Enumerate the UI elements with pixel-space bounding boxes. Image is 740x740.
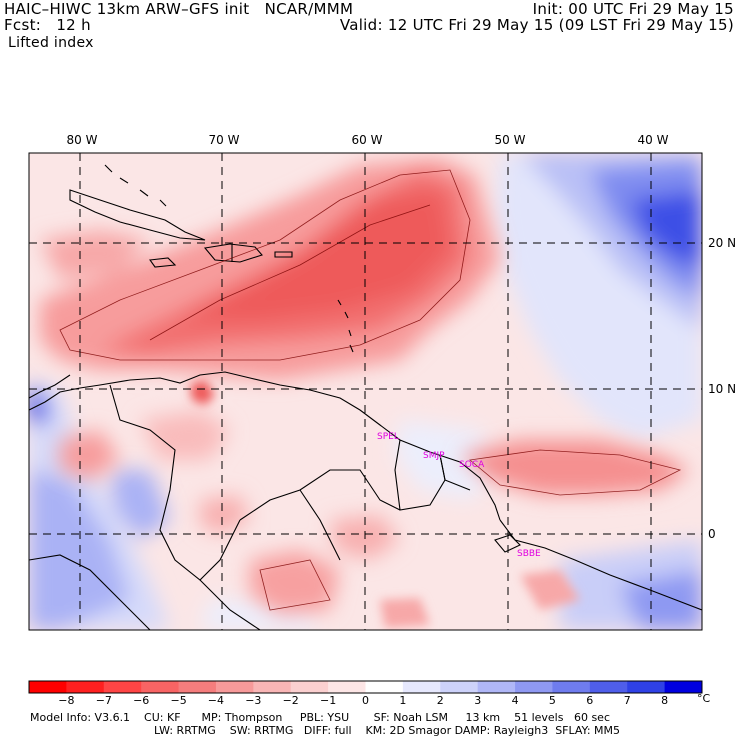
colorbar-tick-label: −1 bbox=[319, 694, 337, 707]
colorbar-swatch bbox=[477, 681, 516, 693]
colorbar-swatch bbox=[515, 681, 553, 693]
colorbar-swatch bbox=[103, 681, 142, 693]
colorbar-swatch bbox=[440, 681, 479, 693]
model-info-line1: Model Info: V3.6.1 CU: KF MP: Thompson P… bbox=[30, 711, 610, 724]
lat-label-equator: 0 bbox=[708, 527, 716, 541]
colorbar-swatch bbox=[141, 681, 180, 693]
lon-label-60w: 60 W bbox=[351, 133, 383, 147]
colorbar-tick-label: −8 bbox=[58, 694, 75, 707]
colorbar-tick-label: 1 bbox=[399, 694, 407, 707]
colorbar-tick-label: 3 bbox=[474, 694, 482, 707]
colorbar-swatch bbox=[402, 681, 441, 693]
colorbar bbox=[28, 680, 703, 694]
field-name: Lifted index bbox=[8, 35, 94, 51]
colorbar-tick-label: 8 bbox=[661, 694, 669, 707]
colorbar-border bbox=[28, 680, 703, 694]
colorbar-tick-label: −7 bbox=[95, 694, 112, 707]
colorbar-swatch bbox=[664, 681, 703, 693]
colorbar-tick-label: −2 bbox=[282, 694, 299, 707]
colorbar-swatch bbox=[552, 681, 591, 693]
colorbar-swatch bbox=[253, 681, 292, 693]
colorbar-swatch bbox=[290, 681, 329, 693]
colorbar-unit: °C bbox=[697, 692, 711, 705]
site-label-sbbe: SBBE bbox=[517, 549, 541, 559]
colorbar-swatch bbox=[589, 681, 628, 693]
forecast-hour: Fcst: 12 h bbox=[4, 16, 91, 34]
colorbar-swatch bbox=[365, 681, 404, 693]
lon-label-70w: 70 W bbox=[208, 133, 240, 147]
colorbar-swatch bbox=[627, 681, 666, 693]
model-info-line2: LW: RRTMG SW: RRTMG DIFF: full KM: 2D Sm… bbox=[154, 724, 620, 737]
colorbar-swatch bbox=[29, 681, 67, 693]
valid-time: Valid: 12 UTC Fri 29 May 15 (09 LST Fri … bbox=[339, 16, 734, 34]
lon-label-40w: 40 W bbox=[637, 133, 669, 147]
colorbar-swatch bbox=[66, 681, 105, 693]
colorbar-tick-label: −5 bbox=[170, 694, 187, 707]
model-title: HAIC–HIWC 13km ARW–GFS init NCAR/MMM bbox=[4, 0, 354, 18]
colorbar-swatch bbox=[178, 681, 217, 693]
colorbar-tick-label: −6 bbox=[133, 694, 150, 707]
map-field bbox=[29, 153, 702, 630]
site-label-spel: SPEL bbox=[377, 432, 399, 442]
site-label-smjp: SMJP bbox=[423, 451, 445, 461]
colorbar-swatch bbox=[328, 681, 366, 693]
lat-label-20n: 20 N bbox=[708, 236, 737, 250]
colorbar-tick-label: 4 bbox=[511, 694, 519, 707]
colorbar-tick-label: 6 bbox=[586, 694, 594, 707]
lon-label-80w: 80 W bbox=[66, 133, 98, 147]
colorbar-tick-label: 0 bbox=[362, 694, 369, 707]
colorbar-swatch bbox=[215, 681, 254, 693]
colorbar-tick-label: −4 bbox=[207, 694, 224, 707]
map-border bbox=[28, 152, 703, 631]
colorbar-tick-label: 2 bbox=[436, 694, 444, 707]
init-time: Init: 00 UTC Fri 29 May 15 bbox=[532, 0, 734, 18]
lat-label-10n: 10 N bbox=[708, 382, 737, 396]
colorbar-tick-label: 5 bbox=[548, 694, 556, 707]
lon-label-50w: 50 W bbox=[494, 133, 526, 147]
site-label-soca: SOCA bbox=[459, 460, 485, 470]
colorbar-tick-label: −3 bbox=[245, 694, 262, 707]
colorbar-tick-label: 7 bbox=[623, 694, 631, 707]
